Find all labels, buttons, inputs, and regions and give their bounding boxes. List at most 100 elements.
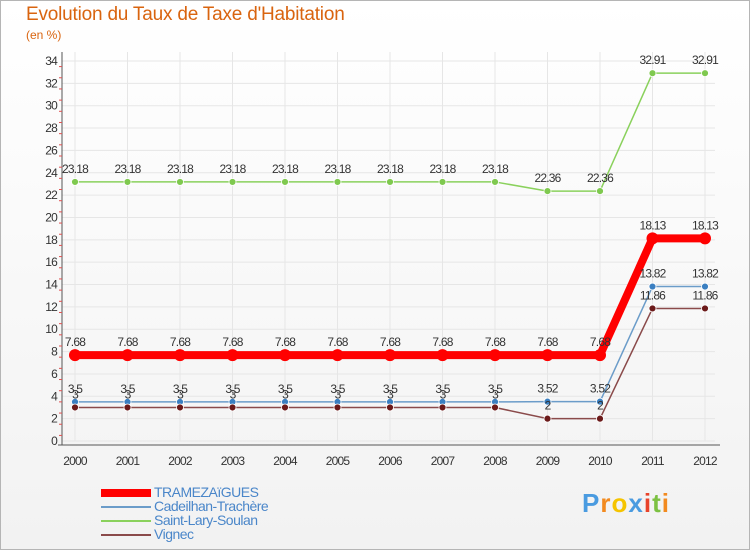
data-label-Saint-Lary-Soulan-2007: 23.18 (429, 162, 456, 176)
data-label-Saint-Lary-Soulan-2012: 32.91 (692, 53, 719, 67)
data-label-Cadeilhan-Trachère-2009: 3.52 (537, 382, 558, 396)
y-tick-label-18: 18 (45, 233, 58, 247)
data-label-TRAMEZAïGUES-2004: 7.68 (275, 335, 296, 349)
data-label-Saint-Lary-Soulan-2004: 23.18 (272, 162, 299, 176)
data-point-Saint-Lary-Soulan-2006 (386, 178, 394, 186)
data-label-Saint-Lary-Soulan-2009: 22.36 (534, 171, 561, 185)
legend-swatch (101, 489, 151, 497)
y-tick-label-4: 4 (51, 389, 58, 403)
logo-letter: i (661, 488, 670, 518)
data-label-Saint-Lary-Soulan-2008: 23.18 (482, 162, 509, 176)
data-label-TRAMEZAïGUES-2002: 7.68 (170, 335, 191, 349)
data-point-Saint-Lary-Soulan-2005 (333, 178, 342, 186)
y-tick-label-6: 6 (51, 367, 58, 381)
legend-label: Cadeilhan-Trachère (154, 498, 269, 514)
data-point-TRAMEZAïGUES-2006 (384, 349, 396, 362)
data-label-TRAMEZAïGUES-2012: 18.13 (692, 218, 719, 232)
data-point-Cadeilhan-Trachère-2012 (701, 282, 709, 291)
proxiti-logo: Proxiti (582, 488, 670, 519)
data-label-TRAMEZAïGUES-2007: 7.68 (432, 335, 453, 349)
legend-label: Vignec (154, 526, 194, 542)
y-tick-label-34: 34 (45, 54, 58, 68)
data-point-TRAMEZAïGUES-2011 (646, 232, 659, 245)
y-tick-label-30: 30 (45, 99, 58, 113)
y-tick-label-28: 28 (45, 121, 58, 135)
data-label-Cadeilhan-Trachère-2005: 3.5 (330, 382, 345, 396)
x-tick-label-2005: 2005 (326, 454, 351, 468)
x-tick-label-2002: 2002 (168, 454, 193, 468)
data-label-Saint-Lary-Soulan-2010: 22.36 (587, 171, 614, 185)
x-tick-label-2001: 2001 (116, 454, 141, 468)
x-tick-label-2007: 2007 (431, 454, 456, 468)
data-label-Vignec-2005: 3 (335, 387, 342, 401)
data-point-Vignec-2002 (176, 403, 184, 412)
y-tick-label-20: 20 (45, 210, 58, 224)
data-label-Vignec-2011: 11.86 (640, 288, 666, 302)
y-tick-label-8: 8 (51, 345, 58, 359)
data-point-Saint-Lary-Soulan-2000 (71, 178, 79, 186)
data-label-TRAMEZAïGUES-2005: 7.68 (327, 335, 348, 349)
data-point-TRAMEZAïGUES-2000 (69, 349, 81, 362)
x-tick-label-2010: 2010 (588, 454, 613, 468)
data-label-Saint-Lary-Soulan-2001: 23.18 (114, 162, 141, 176)
chart-title: Evolution du Taux de Taxe d'Habitation (26, 4, 345, 25)
y-tick-label-16: 16 (45, 255, 58, 269)
data-label-Vignec-2003: 3 (230, 387, 237, 401)
legend-swatch (101, 534, 151, 536)
logo-letter: P (582, 488, 601, 518)
data-point-Saint-Lary-Soulan-2001 (123, 178, 132, 186)
y-tick-label-2: 2 (51, 412, 58, 426)
y-tick-label-14: 14 (45, 278, 58, 292)
data-point-Vignec-2004 (281, 403, 289, 412)
data-label-Vignec-2012: 11.86 (692, 288, 718, 302)
legend-swatch (101, 506, 151, 508)
legend-label: TRAMEZAïGUES (154, 484, 259, 500)
data-point-Saint-Lary-Soulan-2010 (596, 187, 604, 195)
data-point-Vignec-2005 (333, 403, 342, 412)
data-point-Vignec-2011 (648, 304, 657, 313)
data-label-TRAMEZAïGUES-2010: 7.68 (590, 335, 611, 349)
data-point-Saint-Lary-Soulan-2008 (491, 178, 499, 186)
data-label-Vignec-2004: 3 (282, 387, 289, 401)
data-point-TRAMEZAïGUES-2010 (594, 349, 606, 362)
data-label-Cadeilhan-Trachère-2002: 3.5 (173, 382, 188, 396)
data-label-Cadeilhan-Trachère-2008: 3.5 (488, 382, 503, 396)
y-tick-label-12: 12 (45, 300, 58, 314)
data-point-Cadeilhan-Trachère-2011 (648, 282, 657, 291)
y-tick-label-24: 24 (45, 166, 58, 180)
x-tick-label-2000: 2000 (63, 454, 88, 468)
data-label-Cadeilhan-Trachère-2000: 3.5 (68, 382, 83, 396)
data-label-Vignec-2007: 3 (440, 387, 447, 401)
data-label-Saint-Lary-Soulan-2006: 23.18 (377, 162, 404, 176)
data-point-Vignec-2008 (491, 403, 499, 412)
data-point-Saint-Lary-Soulan-2002 (176, 178, 184, 186)
legend-label: Saint-Lary-Soulan (154, 512, 258, 528)
logo-letter: o (611, 488, 629, 518)
data-label-TRAMEZAïGUES-2008: 7.68 (485, 335, 506, 349)
data-point-TRAMEZAïGUES-2005 (331, 349, 344, 362)
x-tick-label-2009: 2009 (536, 454, 561, 468)
data-label-Cadeilhan-Trachère-2007: 3.5 (435, 382, 450, 396)
data-point-Saint-Lary-Soulan-2007 (438, 178, 447, 186)
logo-letter: r (600, 488, 612, 518)
data-point-Vignec-2001 (123, 403, 132, 412)
data-label-Cadeilhan-Trachère-2001: 3.5 (120, 382, 135, 396)
y-axis-unit-label: (en %) (26, 28, 62, 42)
data-label-TRAMEZAïGUES-2003: 7.68 (222, 335, 243, 349)
data-point-Saint-Lary-Soulan-2012 (701, 69, 709, 78)
x-tick-label-2004: 2004 (273, 454, 298, 468)
data-label-TRAMEZAïGUES-2000: 7.68 (65, 335, 86, 349)
x-tick-label-2008: 2008 (483, 454, 508, 468)
data-point-TRAMEZAïGUES-2008 (489, 349, 501, 362)
data-point-TRAMEZAïGUES-2012 (699, 232, 711, 245)
y-tick-label-22: 22 (45, 188, 58, 202)
data-point-Vignec-2003 (228, 403, 237, 412)
data-point-TRAMEZAïGUES-2004 (279, 349, 291, 362)
data-point-Vignec-2009 (543, 414, 552, 423)
data-label-Saint-Lary-Soulan-2003: 23.18 (219, 162, 246, 176)
data-label-Vignec-2006: 3 (387, 387, 394, 401)
data-label-Saint-Lary-Soulan-2000: 23.18 (62, 162, 89, 176)
data-label-Cadeilhan-Trachère-2003: 3.5 (225, 382, 240, 396)
